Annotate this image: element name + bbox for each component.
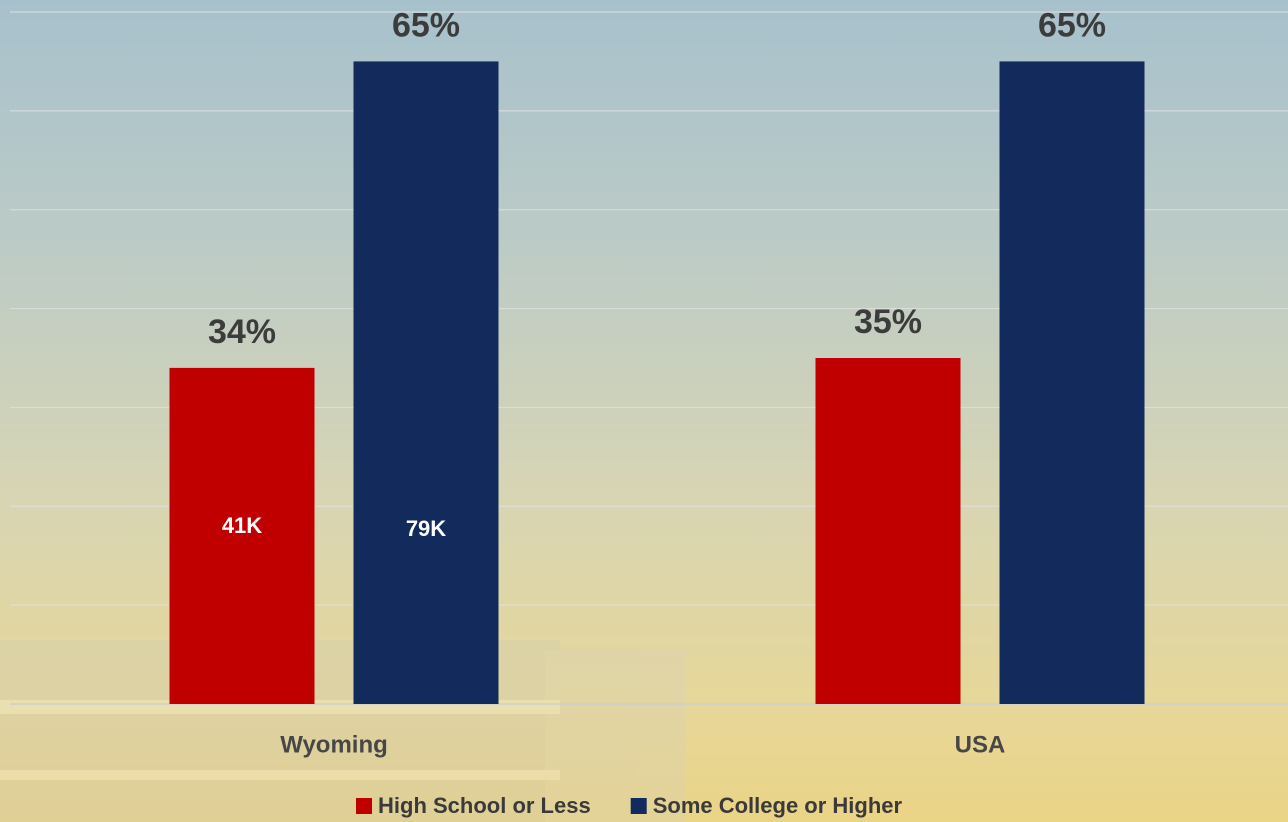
bar [354, 61, 499, 704]
page: Wyoming 34% 41K 65% 79K USA 35% 65% High School … [0, 0, 1288, 822]
legend-swatch [356, 798, 372, 814]
legend-label: Some College or Higher [653, 793, 903, 818]
x-tick-label: USA [955, 731, 1006, 758]
legend-swatch [631, 798, 647, 814]
chart: Wyoming 34% 41K 65% 79K USA 35% 65% High School … [0, 0, 1288, 822]
legend-label: High School or Less [378, 793, 591, 818]
value-label: 34% [208, 313, 276, 351]
value-label: 35% [854, 303, 922, 341]
value-label: 65% [392, 6, 460, 44]
inner-label: 79K [406, 516, 446, 541]
inner-label: 41K [222, 513, 262, 538]
value-label: 65% [1038, 6, 1106, 44]
x-tick-label: Wyoming [280, 731, 388, 758]
bar [816, 358, 961, 704]
bar [1000, 61, 1145, 704]
